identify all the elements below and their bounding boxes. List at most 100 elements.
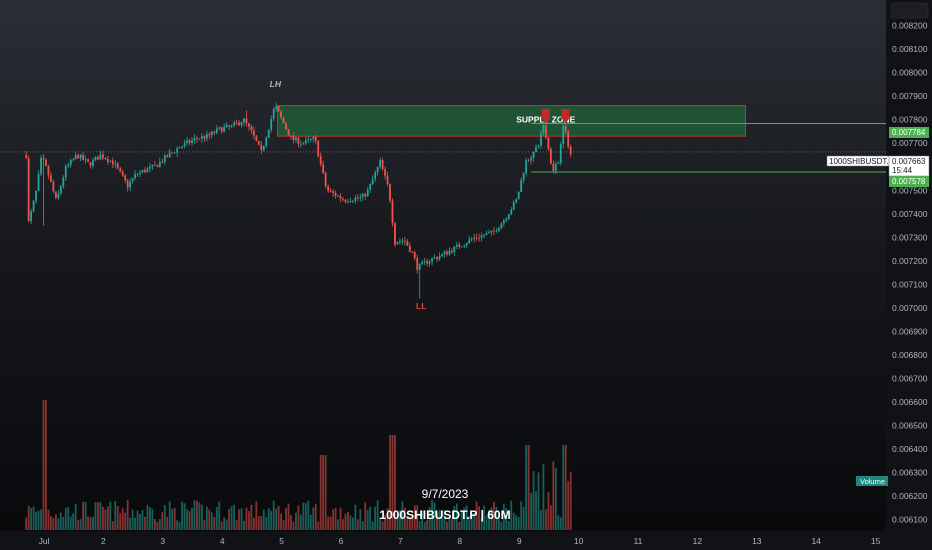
candle-body[interactable]	[196, 137, 198, 139]
candle-body[interactable]	[428, 261, 431, 264]
candle-body[interactable]	[389, 184, 391, 201]
candle-body[interactable]	[109, 160, 112, 162]
candle-body[interactable]	[280, 111, 283, 118]
candle-body[interactable]	[146, 168, 149, 173]
candle-body[interactable]	[460, 246, 463, 248]
candle-body[interactable]	[35, 190, 37, 201]
candle-body[interactable]	[267, 129, 270, 138]
candle-body[interactable]	[67, 164, 70, 167]
candle-body[interactable]	[520, 180, 523, 192]
candle-body[interactable]	[297, 137, 300, 145]
candle-body[interactable]	[215, 128, 218, 133]
candle-body[interactable]	[327, 186, 330, 191]
candle-body[interactable]	[158, 161, 161, 167]
candle-body[interactable]	[25, 155, 28, 158]
candle-body[interactable]	[97, 157, 99, 160]
candle-body[interactable]	[171, 152, 174, 154]
candle-body[interactable]	[193, 137, 196, 141]
candle-body[interactable]	[552, 163, 555, 171]
candle-body[interactable]	[502, 220, 505, 224]
candle-body[interactable]	[183, 142, 186, 147]
candle-body[interactable]	[228, 125, 231, 127]
candle-body[interactable]	[173, 152, 176, 154]
candle-body[interactable]	[329, 190, 332, 192]
candle-body[interactable]	[161, 161, 164, 163]
candle-body[interactable]	[124, 175, 127, 181]
candle-body[interactable]	[243, 118, 245, 123]
candle-body[interactable]	[559, 144, 562, 163]
candle-body[interactable]	[569, 146, 572, 155]
candle-body[interactable]	[433, 257, 436, 259]
candle-body[interactable]	[361, 194, 364, 197]
candle-body[interactable]	[102, 154, 104, 159]
candle-body[interactable]	[245, 118, 248, 124]
candle-body[interactable]	[307, 139, 310, 141]
candle-body[interactable]	[198, 138, 201, 140]
candle-body[interactable]	[52, 182, 55, 192]
candle-body[interactable]	[62, 177, 65, 187]
candle-body[interactable]	[168, 152, 171, 158]
candle-body[interactable]	[562, 125, 565, 145]
candle-body[interactable]	[178, 147, 181, 149]
candle-body[interactable]	[272, 108, 275, 119]
candle-body[interactable]	[557, 162, 560, 165]
candle-body[interactable]	[270, 118, 273, 130]
candle-body[interactable]	[238, 122, 240, 126]
candle-body[interactable]	[564, 125, 567, 132]
candle-body[interactable]	[547, 137, 550, 149]
candle-body[interactable]	[319, 156, 322, 164]
candle-body[interactable]	[443, 251, 446, 254]
candle-body[interactable]	[366, 189, 369, 197]
candle-body[interactable]	[262, 145, 265, 151]
candle-body[interactable]	[163, 155, 166, 163]
candle-body[interactable]	[488, 232, 490, 234]
candle-body[interactable]	[475, 237, 478, 239]
candle-body[interactable]	[403, 240, 406, 242]
candle-body[interactable]	[354, 197, 357, 201]
candle-body[interactable]	[337, 195, 339, 197]
candle-body[interactable]	[478, 237, 481, 239]
candle-body[interactable]	[302, 143, 305, 145]
candle-body[interactable]	[470, 238, 473, 240]
candle-body[interactable]	[339, 195, 342, 199]
candle-body[interactable]	[136, 173, 139, 175]
candle-body[interactable]	[119, 168, 122, 172]
candle-body[interactable]	[287, 129, 290, 136]
candle-body[interactable]	[235, 122, 238, 124]
candle-body[interactable]	[240, 122, 243, 126]
candle-body[interactable]	[391, 200, 394, 224]
candle-body[interactable]	[106, 159, 109, 162]
candle-body[interactable]	[515, 199, 518, 203]
candle-body[interactable]	[549, 148, 552, 164]
candle-body[interactable]	[517, 191, 520, 200]
candle-body[interactable]	[131, 178, 134, 182]
candle-body[interactable]	[441, 253, 443, 257]
candle-body[interactable]	[77, 155, 80, 159]
candle-body[interactable]	[485, 233, 488, 236]
candle-body[interactable]	[408, 245, 411, 252]
candle-body[interactable]	[57, 193, 60, 198]
candle-body[interactable]	[480, 235, 483, 238]
candle-body[interactable]	[411, 251, 414, 253]
candle-body[interactable]	[277, 106, 280, 112]
candle-body[interactable]	[396, 242, 399, 245]
candle-body[interactable]	[255, 135, 258, 141]
candle-body[interactable]	[64, 166, 67, 178]
candle-body[interactable]	[257, 140, 260, 145]
candle-body[interactable]	[87, 159, 89, 163]
candle-body[interactable]	[45, 159, 47, 166]
supply-zone[interactable]	[276, 105, 747, 137]
candle-body[interactable]	[374, 172, 377, 180]
candle-body[interactable]	[191, 140, 193, 143]
candle-body[interactable]	[448, 250, 451, 255]
candle-body[interactable]	[50, 175, 52, 183]
candle-body[interactable]	[535, 147, 537, 152]
candle-body[interactable]	[322, 163, 325, 174]
candle-body[interactable]	[490, 230, 493, 233]
candle-body[interactable]	[376, 166, 379, 173]
time-axis[interactable]: Jul 2 3 4 5 6 7 8 9 10 11 12 13 14 15	[39, 536, 881, 546]
candle-body[interactable]	[418, 263, 421, 270]
candle-body[interactable]	[218, 127, 221, 129]
candle-body[interactable]	[463, 245, 466, 247]
